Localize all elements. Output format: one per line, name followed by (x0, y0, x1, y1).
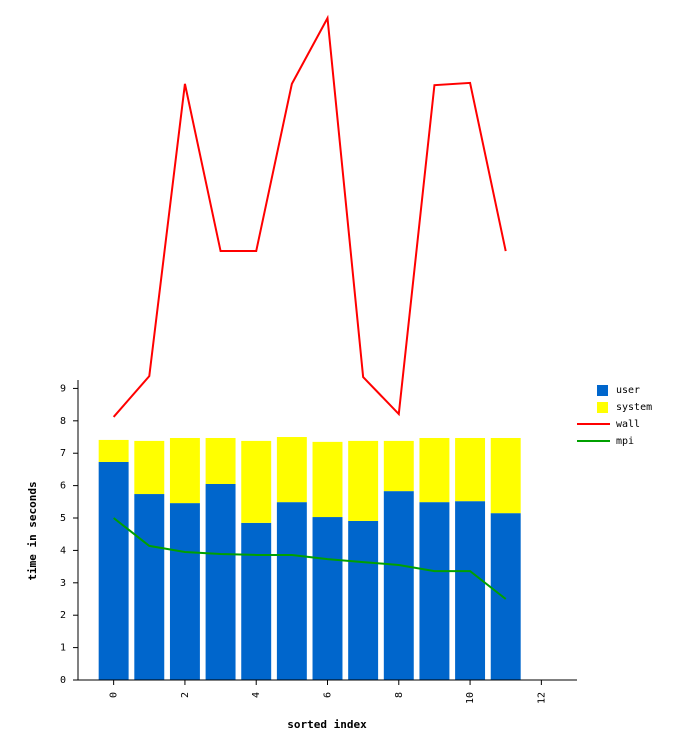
bar-segment (169, 503, 200, 680)
bar-segment (276, 437, 307, 503)
bar-segment (205, 483, 236, 680)
bar-segment (98, 461, 129, 680)
y-tick-label: 1 (60, 643, 66, 654)
bar-segment (241, 522, 272, 680)
bar-segment (169, 437, 200, 504)
bar-segment (490, 513, 521, 680)
legend-swatch (597, 385, 608, 396)
bar-segment (205, 437, 236, 484)
bar-segment (241, 440, 272, 523)
bar-segment (383, 440, 414, 492)
bar-segment (490, 437, 521, 514)
y-tick-label: 5 (60, 513, 66, 524)
bar-segment (276, 502, 307, 680)
bar-segment (419, 437, 450, 503)
x-tick-label: 6 (323, 692, 334, 698)
bar-segment (455, 501, 486, 680)
y-axis-title: time in seconds (26, 481, 39, 580)
y-tick-label: 0 (60, 675, 66, 686)
bar-segment (312, 517, 343, 680)
x-tick-label: 0 (109, 692, 120, 698)
bar-segment (348, 440, 379, 521)
legend-label: wall (616, 419, 640, 430)
y-tick-label: 2 (60, 610, 66, 621)
x-tick-label: 2 (180, 692, 191, 698)
y-tick-label: 9 (60, 383, 66, 394)
legend-swatch (597, 402, 608, 413)
legend-label: mpi (616, 436, 634, 447)
x-tick-label: 4 (251, 692, 262, 698)
x-tick-label: 10 (465, 692, 476, 704)
bar-segment (383, 491, 414, 680)
y-tick-label: 8 (60, 416, 66, 427)
bar-segment (312, 441, 343, 518)
x-tick-label: 8 (394, 692, 405, 698)
x-tick-label: 12 (536, 692, 547, 704)
y-tick-label: 4 (60, 545, 66, 556)
bar-segment (134, 494, 165, 680)
line-series (113, 517, 507, 600)
legend-label: user (616, 385, 640, 396)
x-axis-title: sorted index (287, 718, 367, 731)
bar-segment (98, 439, 129, 462)
bar-segment (134, 440, 165, 495)
bar-segment (348, 520, 379, 680)
bar-segment (419, 502, 450, 680)
bar-segment (455, 437, 486, 502)
line-series (112, 14, 507, 418)
legend-label: system (616, 402, 652, 413)
y-tick-label: 7 (60, 448, 66, 459)
y-tick-label: 3 (60, 578, 66, 589)
y-tick-label: 6 (60, 481, 66, 492)
